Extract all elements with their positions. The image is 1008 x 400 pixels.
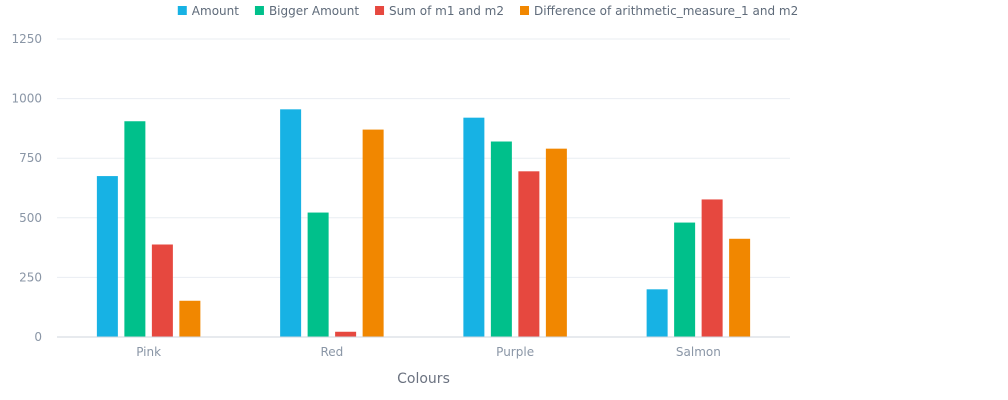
bar-amount-pink[interactable] — [96, 176, 118, 337]
bar-bigger-amount-pink[interactable] — [124, 121, 146, 337]
y-tick-label: 1250 — [11, 32, 42, 46]
bar-bigger-amount-red[interactable] — [307, 212, 329, 337]
legend-swatch — [254, 6, 264, 15]
bar-difference-of-arithmetic-measure-1-and-m2-pink[interactable] — [179, 300, 201, 337]
bar-bigger-amount-salmon[interactable] — [674, 222, 696, 337]
y-tick-label: 1000 — [11, 92, 42, 106]
legend-item-bigger-amount[interactable]: Bigger Amount — [254, 4, 359, 18]
legend-label: Bigger Amount — [269, 4, 359, 18]
grid-lines — [57, 38, 790, 278]
bar-amount-salmon[interactable] — [646, 289, 668, 337]
x-axis-ticks: Pink Red Purple Salmon — [136, 345, 721, 359]
bar-difference-of-arithmetic-measure-1-and-m2-purple[interactable] — [545, 148, 567, 337]
legend-label: Sum of m1 and m2 — [389, 4, 504, 18]
x-axis-title: Colours — [397, 371, 450, 387]
legend-swatch — [177, 6, 187, 15]
y-tick-label: 750 — [19, 151, 42, 165]
x-tick-label: Pink — [136, 345, 161, 359]
bar-bigger-amount-purple[interactable] — [490, 141, 512, 337]
legend-swatch — [375, 6, 385, 15]
y-tick-label: 250 — [19, 270, 42, 284]
legend-item-difference-of-arithmetic-measure-1-and-m2[interactable]: Difference of arithmetic_measure_1 and m… — [520, 4, 798, 18]
bar-sum-of-m1-and-m2-red[interactable] — [335, 331, 357, 337]
y-tick-label: 500 — [19, 211, 42, 225]
bar-difference-of-arithmetic-measure-1-and-m2-red[interactable] — [362, 129, 384, 337]
legend-item-amount[interactable]: Amount — [177, 4, 239, 18]
y-tick-label: 0 — [34, 330, 42, 344]
legend-item-sum-of-m1-and-m2[interactable]: Sum of m1 and m2 — [375, 4, 504, 18]
bar-amount-purple[interactable] — [463, 117, 485, 337]
bar-sum-of-m1-and-m2-pink[interactable] — [151, 244, 173, 337]
legend-label: Difference of arithmetic_measure_1 and m… — [534, 4, 798, 18]
bar-amount-red[interactable] — [280, 109, 302, 337]
bars — [96, 109, 751, 337]
x-tick-label: Purple — [496, 345, 534, 359]
x-tick-label: Salmon — [676, 345, 721, 359]
legend-swatch — [520, 6, 530, 15]
bar-sum-of-m1-and-m2-purple[interactable] — [518, 171, 540, 337]
x-tick-label: Red — [320, 345, 343, 359]
bar-sum-of-m1-and-m2-salmon[interactable] — [701, 199, 723, 337]
bar-difference-of-arithmetic-measure-1-and-m2-salmon[interactable] — [729, 238, 751, 337]
legend: Amount Bigger Amount Sum of m1 and m2 Diffe… — [177, 4, 798, 18]
y-axis-ticks: 0 250 500 750 1000 1250 — [11, 32, 42, 344]
legend-label: Amount — [192, 4, 239, 18]
